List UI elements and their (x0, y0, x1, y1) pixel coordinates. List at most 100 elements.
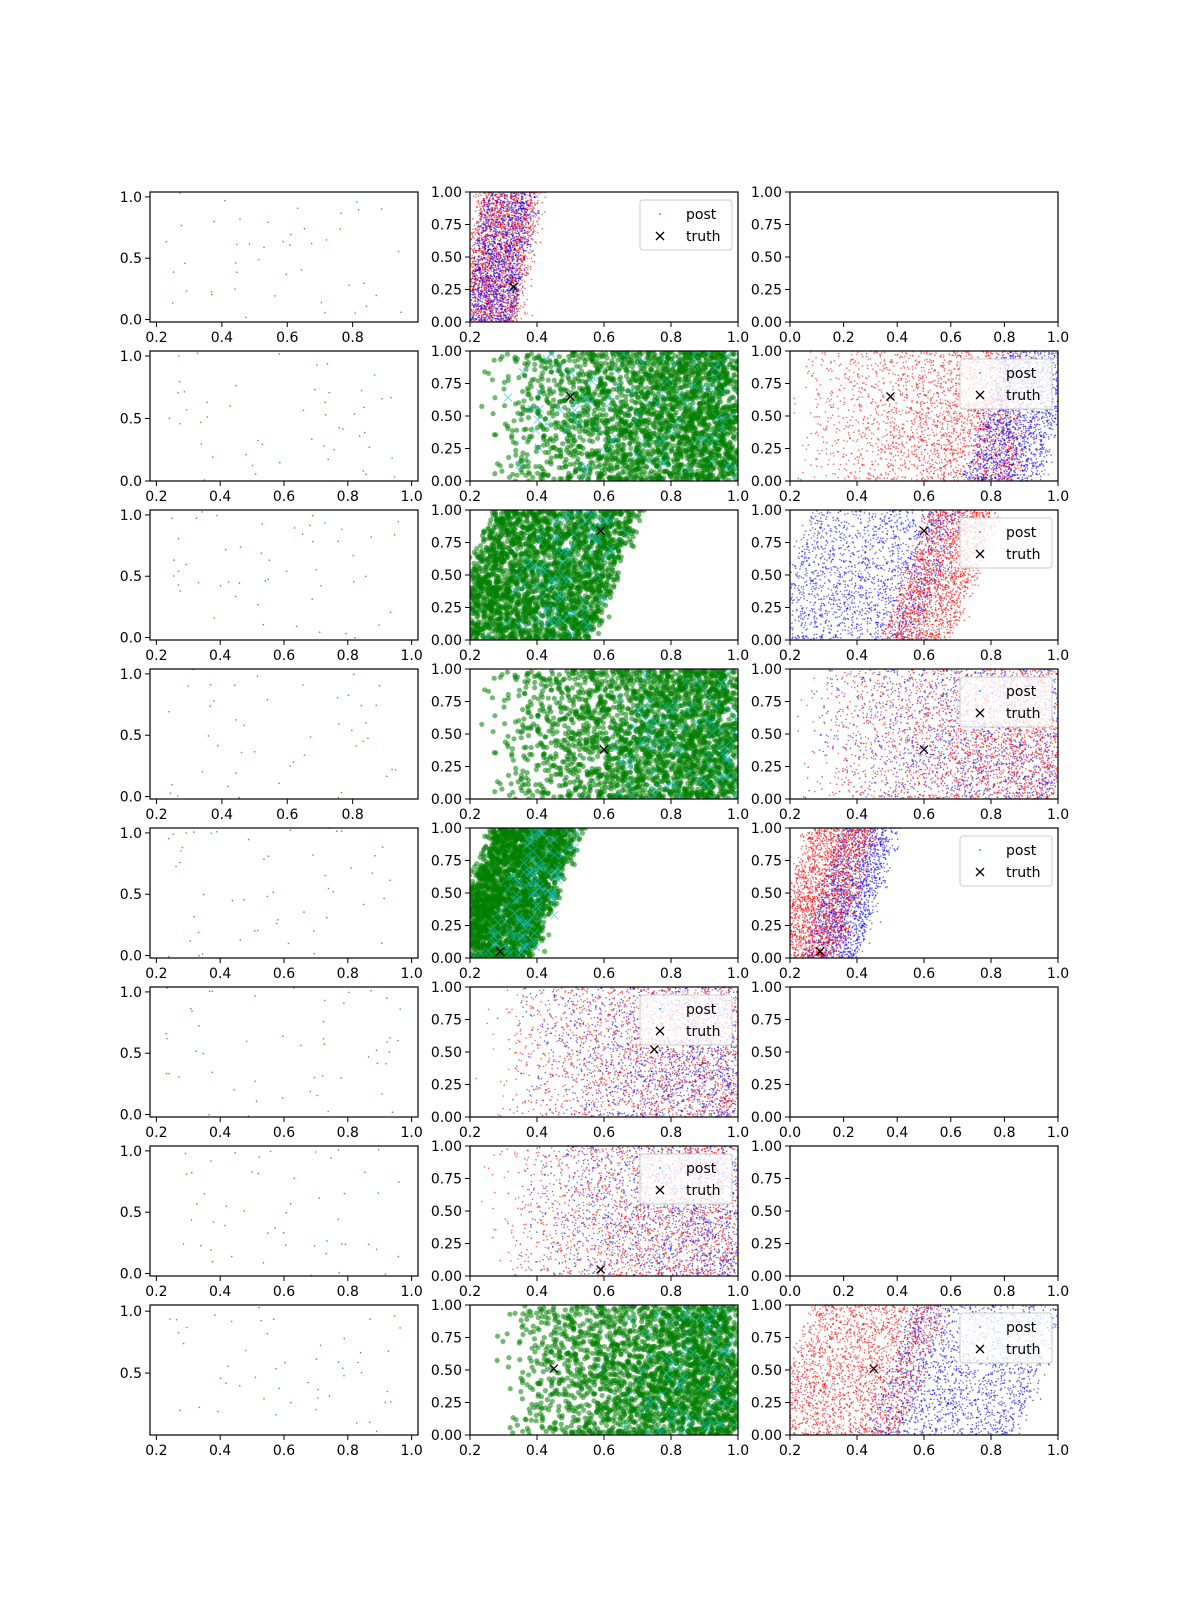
data-point (481, 245, 484, 248)
data-point (480, 306, 483, 308)
data-point (464, 312, 466, 314)
data-point (481, 283, 484, 285)
data-point (480, 238, 483, 240)
data-point (491, 235, 493, 238)
data-point (468, 306, 470, 308)
data-point (574, 363, 580, 369)
data-point (540, 370, 546, 376)
data-point (516, 238, 518, 241)
data-point (527, 234, 529, 237)
data-point (497, 253, 500, 256)
data-point (512, 222, 514, 225)
data-point (499, 199, 502, 202)
data-point (533, 196, 536, 198)
data-point (508, 242, 511, 245)
data-point (465, 291, 467, 293)
data-point (506, 273, 508, 276)
data-point (501, 232, 504, 235)
data-point (477, 262, 479, 265)
data-point (514, 239, 516, 242)
x-tick-label: 0.0 (779, 330, 801, 346)
data-point (505, 281, 508, 284)
data-point (527, 264, 529, 267)
data-point (483, 242, 486, 244)
data-point (513, 258, 516, 261)
data-point (530, 257, 533, 260)
data-point (506, 304, 509, 307)
data-point (532, 231, 534, 233)
data-point (486, 292, 489, 295)
data-point (235, 262, 237, 264)
data-point (325, 239, 328, 241)
data-point (510, 267, 512, 270)
data-point (524, 194, 527, 196)
data-point (525, 223, 527, 225)
data-point (497, 286, 500, 288)
data-point (532, 222, 534, 224)
data-point (497, 265, 499, 268)
data-point (482, 285, 484, 287)
data-point (525, 212, 527, 214)
data-point (522, 220, 524, 222)
data-point (481, 290, 483, 293)
data-point (508, 285, 511, 288)
data-point (494, 207, 497, 210)
data-point (487, 245, 490, 248)
data-point (484, 250, 486, 253)
data-point (509, 226, 511, 228)
data-point (508, 228, 510, 230)
data-point (503, 244, 505, 247)
data-point (503, 260, 505, 263)
data-point (466, 283, 468, 285)
data-point (511, 276, 514, 279)
data-point (311, 438, 313, 441)
data-point (488, 252, 490, 255)
data-point (507, 274, 510, 277)
data-point (502, 211, 504, 213)
data-point (523, 212, 526, 215)
data-point (179, 422, 181, 425)
data-point (513, 205, 516, 207)
data-point (485, 233, 487, 236)
data-point (498, 273, 501, 275)
data-point (518, 298, 520, 300)
data-point (506, 204, 509, 207)
data-point (495, 254, 498, 257)
data-point (474, 309, 477, 311)
data-point (467, 291, 469, 293)
data-point (328, 392, 331, 394)
data-point (740, 477, 745, 482)
data-point (524, 313, 526, 315)
data-point (472, 285, 475, 287)
data-point (500, 205, 503, 207)
data-point (464, 269, 466, 271)
data-point (534, 230, 536, 232)
data-point (485, 289, 488, 292)
data-point (491, 266, 494, 269)
data-point (333, 448, 335, 451)
data-point (541, 213, 543, 215)
data-point (526, 244, 528, 247)
data-point (496, 308, 499, 311)
data-point (480, 293, 483, 295)
data-point (477, 237, 479, 239)
data-point (512, 299, 515, 302)
data-point (491, 300, 493, 303)
data-point (521, 223, 523, 226)
data-point (510, 297, 512, 300)
data-point (493, 253, 495, 255)
data-point (320, 301, 323, 304)
data-point (314, 388, 316, 391)
data-point (353, 413, 356, 415)
data-point (478, 242, 481, 245)
data-point (524, 303, 526, 306)
y-tick-label: 0.00 (431, 315, 462, 331)
data-point (504, 194, 506, 196)
data-point (501, 304, 504, 306)
data-point (516, 302, 518, 304)
data-point (498, 306, 500, 308)
data-point (485, 195, 487, 197)
data-point (509, 229, 512, 231)
data-point (512, 311, 514, 313)
data-point (479, 279, 482, 282)
